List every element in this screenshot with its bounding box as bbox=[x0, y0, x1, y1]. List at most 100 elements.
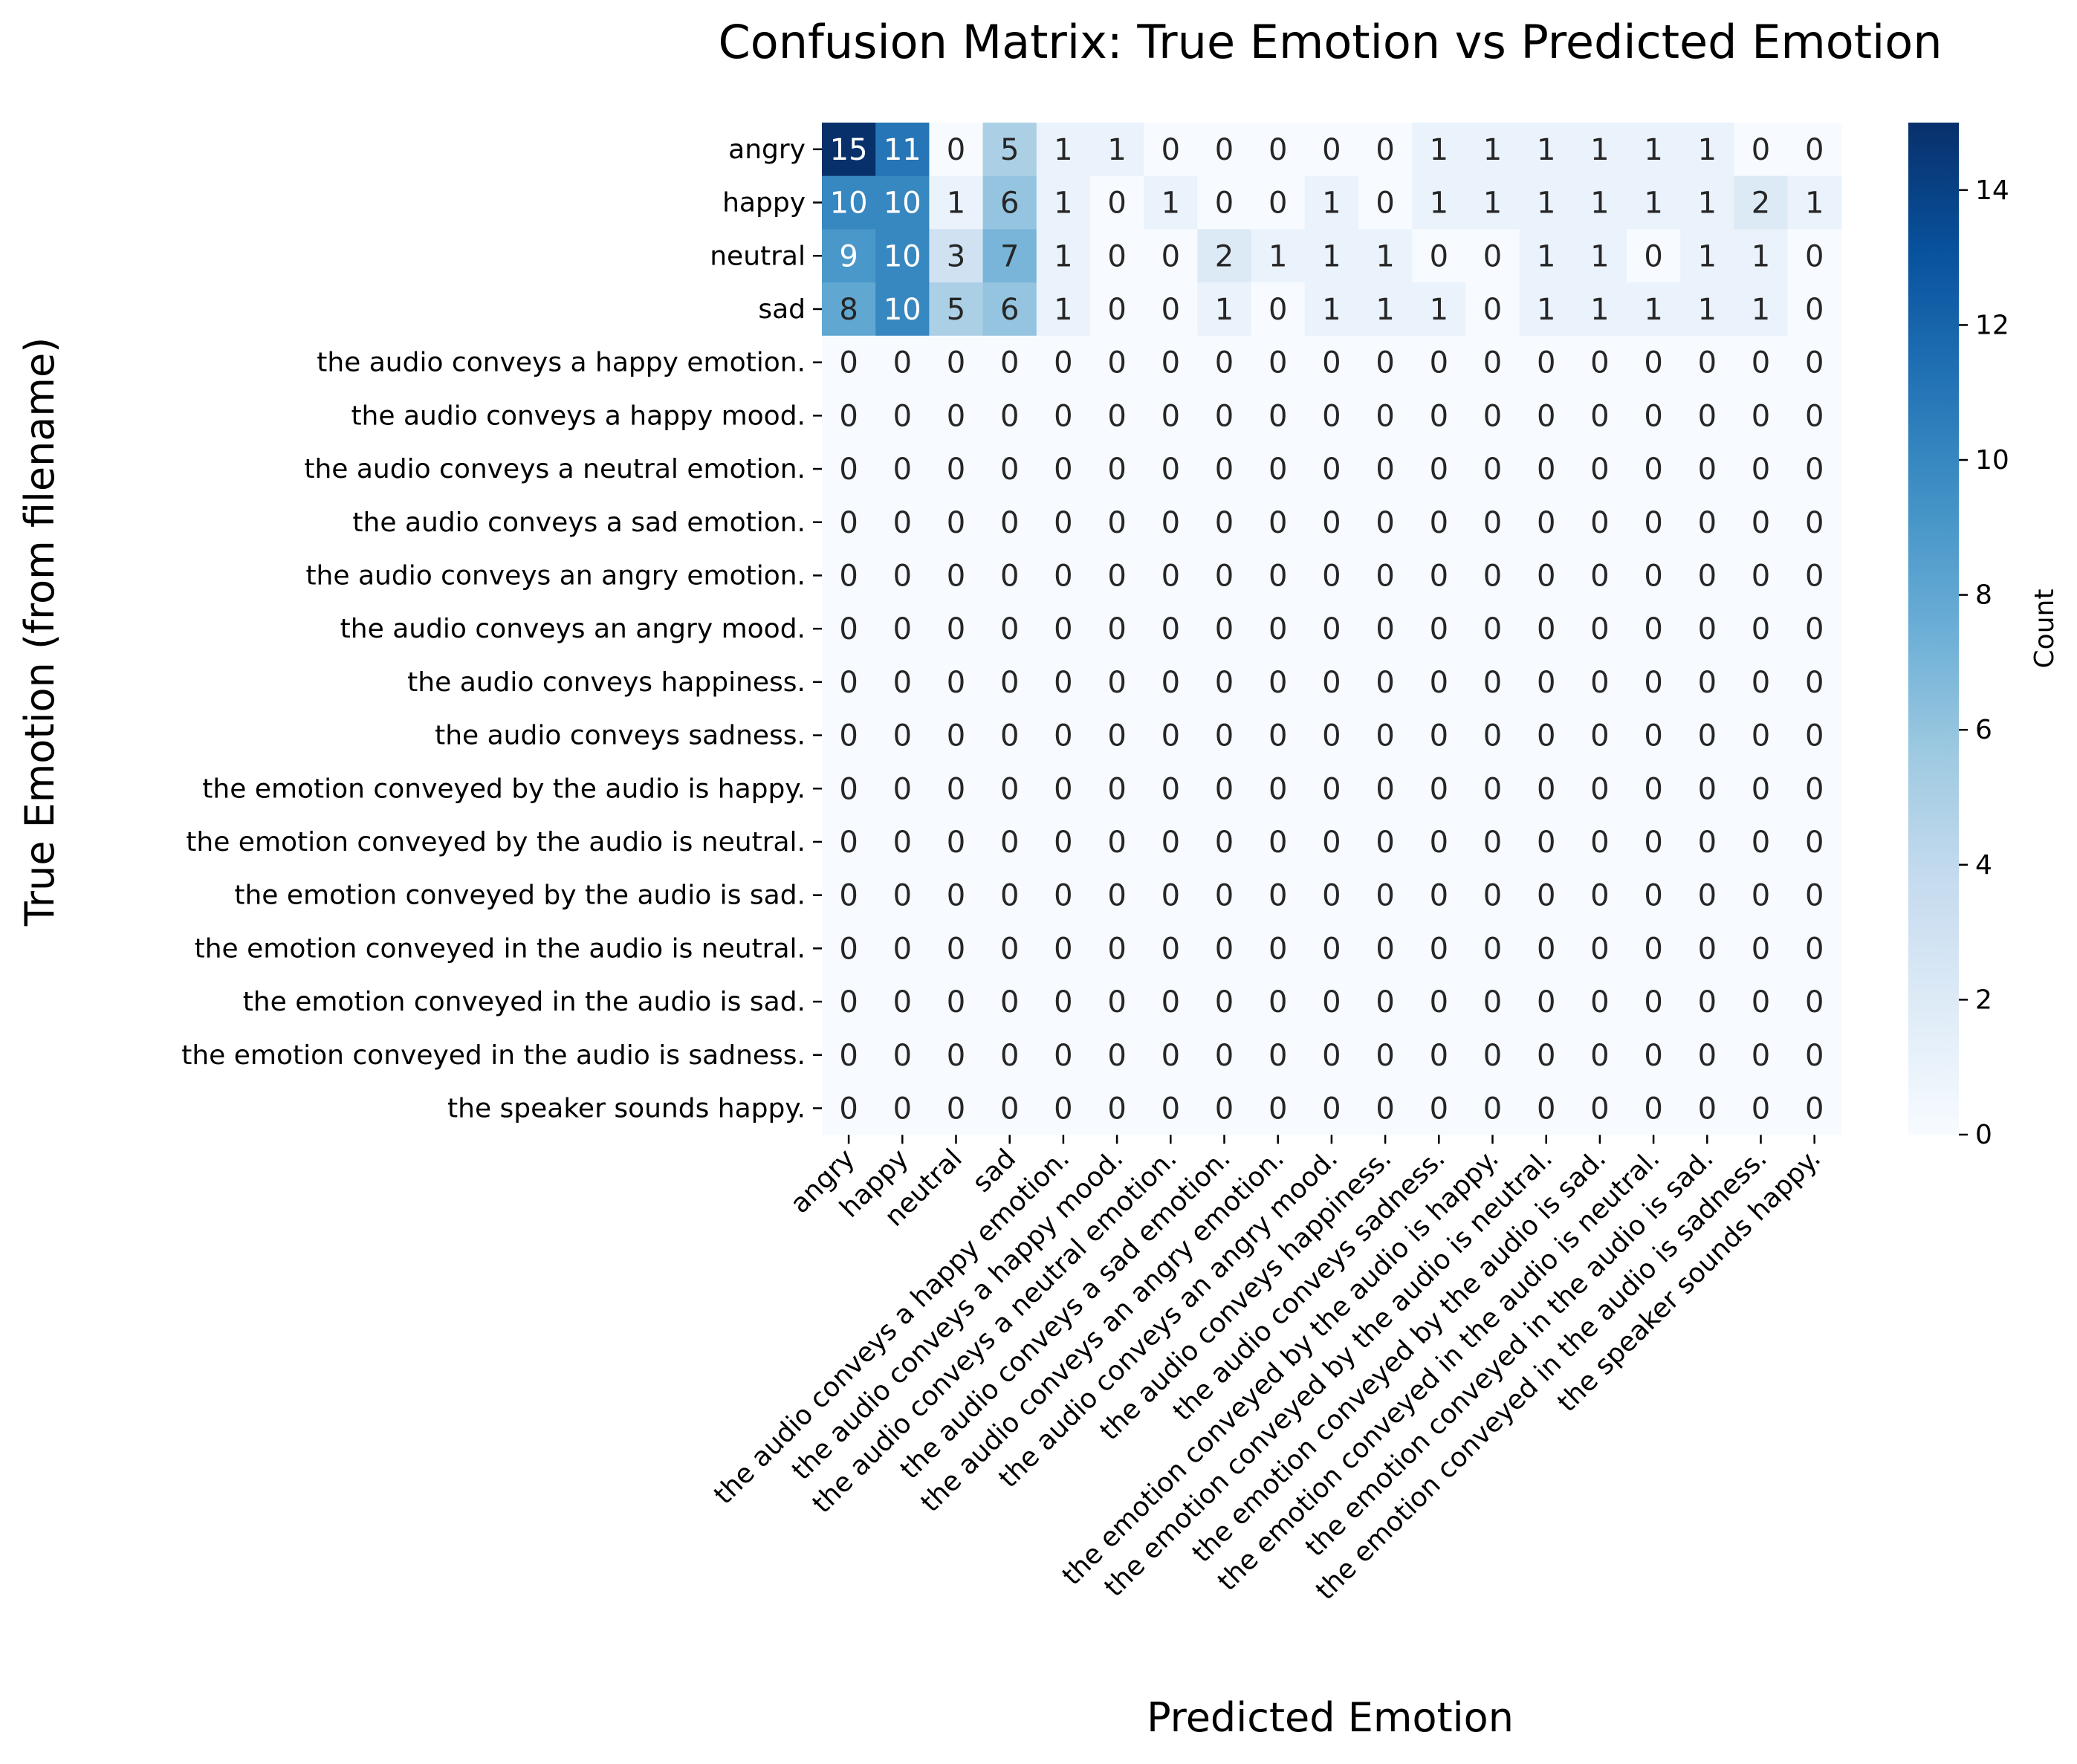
heatmap-cell bbox=[1251, 123, 1306, 177]
cell-value-label: 0 bbox=[839, 559, 858, 593]
cell-value-label: 0 bbox=[1107, 399, 1126, 433]
heatmap-cell bbox=[1787, 442, 1842, 496]
cell-value-label: 0 bbox=[1537, 453, 1555, 487]
cell-value-label: 0 bbox=[1644, 612, 1662, 646]
cell-annotations: 15 11 0 5 1 1 0 0 0 0 0 1 1 1 1 1 1 0 010 10 1 6 1 0 1 0 0 1 0 1 1 1 1 1 1… bbox=[830, 133, 1824, 1126]
cell-value-label: 0 bbox=[1644, 506, 1662, 540]
heatmap-cell bbox=[1144, 655, 1198, 710]
cell-value-label: 0 bbox=[1805, 346, 1824, 380]
cell-value-label: 0 bbox=[1376, 772, 1394, 806]
heatmap-cell bbox=[1680, 282, 1734, 337]
cell-value-label: 0 bbox=[893, 453, 912, 487]
colorbar-tick-label: 14 bbox=[1975, 175, 2009, 206]
cell-value-label: 0 bbox=[1107, 559, 1126, 593]
cell-value-label: 0 bbox=[1376, 826, 1394, 860]
heatmap-cell bbox=[1036, 335, 1091, 390]
cell-value-label: 0 bbox=[1644, 399, 1662, 433]
cell-value-label: 0 bbox=[1054, 666, 1072, 700]
cell-value-label: 0 bbox=[1590, 1039, 1609, 1073]
heatmap-cell bbox=[1627, 1028, 1681, 1083]
y-axis-label: True Emotion (from filename) bbox=[16, 337, 63, 927]
cell-value-label: 0 bbox=[947, 559, 965, 593]
heatmap-cell bbox=[1465, 1028, 1520, 1083]
heatmap-cell bbox=[1412, 442, 1466, 496]
heatmap-cell bbox=[1090, 495, 1144, 550]
heatmap-cell bbox=[822, 1081, 876, 1135]
colorbar-tick-label: 2 bbox=[1975, 985, 1992, 1015]
heatmap-cell bbox=[1412, 1028, 1466, 1083]
cell-value-label: 10 bbox=[884, 239, 921, 273]
heatmap-cell bbox=[1358, 123, 1413, 177]
heatmap-cell bbox=[1787, 229, 1842, 283]
heatmap-cell bbox=[1787, 655, 1842, 710]
heatmap-cell bbox=[1251, 602, 1306, 656]
heatmap-cell bbox=[1090, 229, 1144, 283]
heatmap-cell bbox=[1680, 495, 1734, 550]
heatmap-cell bbox=[1572, 548, 1627, 603]
heatmap-cell bbox=[1090, 442, 1144, 496]
heatmap-cell bbox=[822, 335, 876, 390]
cell-value-label: 0 bbox=[1430, 772, 1448, 806]
heatmap-cell bbox=[1197, 708, 1252, 762]
heatmap-cell bbox=[1144, 335, 1198, 390]
cell-value-label: 6 bbox=[1000, 187, 1019, 221]
heatmap-cell bbox=[1197, 123, 1252, 177]
heatmap-cell bbox=[1734, 708, 1789, 762]
heatmap-cell bbox=[929, 815, 984, 869]
heatmap-cell bbox=[1304, 282, 1359, 337]
heatmap-cell bbox=[1036, 282, 1091, 337]
heatmap-cell bbox=[1358, 282, 1413, 337]
cell-value-label: 0 bbox=[1054, 772, 1072, 806]
cell-value-label: 1 bbox=[1537, 187, 1555, 221]
heatmap-cell bbox=[875, 548, 930, 603]
heatmap-cell bbox=[1144, 815, 1198, 869]
heatmap-cell bbox=[1358, 229, 1413, 283]
chart-title: Confusion Matrix: True Emotion vs Predic… bbox=[719, 15, 1942, 69]
cell-value-label: 0 bbox=[1590, 985, 1609, 1019]
cell-value-label: 0 bbox=[1268, 666, 1287, 700]
cell-value-label: 0 bbox=[1054, 719, 1072, 753]
heatmap-cell bbox=[1412, 335, 1466, 390]
cell-value-label: 0 bbox=[839, 932, 858, 966]
cell-value-label: 0 bbox=[1698, 985, 1717, 1019]
cell-value-label: 0 bbox=[1107, 1039, 1126, 1073]
heatmap-cell bbox=[1680, 389, 1734, 443]
cell-value-label: 0 bbox=[893, 719, 912, 753]
heatmap-cell bbox=[1734, 548, 1789, 603]
heatmap-cell bbox=[875, 495, 930, 550]
cell-value-label: 0 bbox=[1215, 346, 1234, 380]
heatmap-cell bbox=[1304, 815, 1359, 869]
heatmap-cell bbox=[1465, 229, 1520, 283]
heatmap-cell bbox=[1304, 123, 1359, 177]
cell-value-label: 0 bbox=[947, 612, 965, 646]
cell-value-label: 0 bbox=[1483, 559, 1502, 593]
cell-value-label: 8 bbox=[839, 293, 858, 327]
cell-value-label: 1 bbox=[1054, 133, 1072, 167]
cell-value-label: 0 bbox=[1322, 1039, 1341, 1073]
cell-value-label: 1 bbox=[1590, 293, 1609, 327]
heatmap-cell bbox=[1304, 602, 1359, 656]
cell-value-label: 0 bbox=[1000, 772, 1019, 806]
cell-value-label: 0 bbox=[1590, 879, 1609, 913]
heatmap-cell bbox=[1304, 389, 1359, 443]
cell-value-label: 0 bbox=[1537, 719, 1555, 753]
heatmap-cell bbox=[1734, 495, 1789, 550]
heatmap-cell bbox=[929, 975, 984, 1029]
heatmap-cell bbox=[1627, 123, 1681, 177]
heatmap-cell bbox=[1465, 762, 1520, 816]
cell-value-label: 0 bbox=[1000, 1039, 1019, 1073]
cell-value-label: 0 bbox=[1698, 346, 1717, 380]
heatmap-cell bbox=[1090, 868, 1144, 923]
y-tick-label-angry: angry bbox=[728, 134, 806, 165]
cell-value-label: 0 bbox=[1805, 1039, 1824, 1073]
heatmap-cell bbox=[1304, 229, 1359, 283]
cell-value-label: 0 bbox=[839, 506, 858, 540]
heatmap-cell bbox=[822, 655, 876, 710]
heatmap-cell bbox=[1627, 975, 1681, 1029]
cell-value-label: 0 bbox=[1161, 559, 1180, 593]
cell-value-label: 0 bbox=[1161, 826, 1180, 860]
y-tick-label-happy: happy bbox=[722, 188, 806, 218]
heatmap-cell bbox=[822, 389, 876, 443]
heatmap-cell bbox=[982, 655, 1037, 710]
cell-value-label: 1 bbox=[1590, 133, 1609, 167]
